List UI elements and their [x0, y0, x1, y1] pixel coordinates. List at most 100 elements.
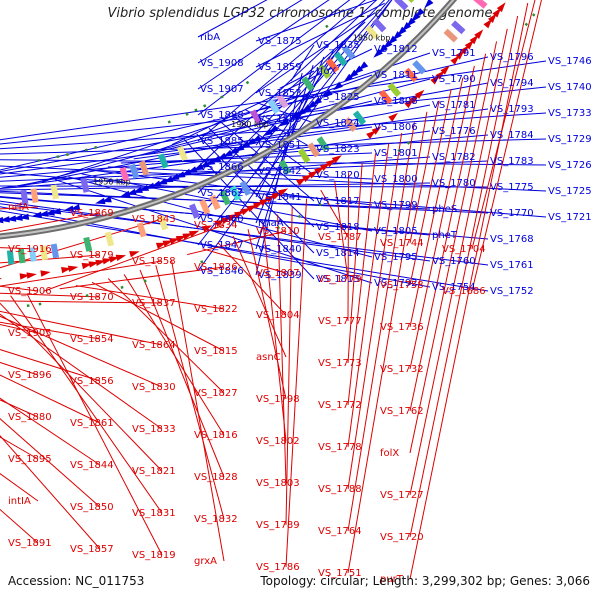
reverse-gene-arrow	[430, 75, 440, 85]
outer-cog-marker	[37, 158, 41, 162]
inner-cog-marker	[143, 279, 147, 283]
forward-gene-leader-line	[0, 112, 547, 150]
forward-gene-label: VS_1796	[490, 52, 534, 63]
reverse-cog-block	[378, 89, 393, 105]
forward-gene-label: VS_1795	[374, 252, 418, 263]
forward-gene-leader-line	[0, 60, 547, 141]
reverse-gene-leader-line	[285, 198, 308, 568]
inner-cog-marker	[26, 304, 30, 308]
accession-value: NC_011753	[75, 574, 145, 588]
reverse-gene-arrow	[296, 177, 307, 186]
reverse-gene-leader-line	[75, 285, 225, 310]
reverse-gene-arrow	[88, 261, 99, 268]
reverse-gene-label: VS_1844	[70, 460, 114, 471]
forward-cog-block	[325, 57, 340, 73]
reverse-gene-arrow	[201, 225, 213, 233]
forward-gene-leader-line	[0, 156, 431, 189]
reverse-gene-label: VS_1789	[256, 520, 300, 531]
forward-gene-leader-line	[255, 12, 376, 94]
inner-cog-marker	[120, 285, 124, 289]
reverse-cog-block	[472, 0, 488, 9]
forward-gene-label: VS_1812	[374, 44, 418, 55]
forward-gene-leader-line	[256, 102, 315, 124]
forward-gene-leader-line	[0, 56, 489, 171]
forward-gene-label: VS_1801	[374, 148, 418, 159]
reverse-gene-leader-line	[43, 224, 225, 292]
reverse-gene-leader-line	[409, 65, 475, 370]
reverse-gene-leader-line	[409, 15, 519, 538]
reverse-gene-label: VS_1819	[132, 550, 176, 561]
forward-cog-block	[372, 18, 387, 33]
reverse-gene-arrow	[19, 273, 30, 280]
forward-gene-label: VS_1733	[548, 108, 592, 119]
reverse-cog-block	[50, 243, 60, 259]
reverse-gene-arrow	[81, 262, 93, 270]
forward-gene-label: VS_1806	[374, 122, 418, 133]
forward-cog-block	[267, 98, 280, 114]
reverse-gene-leader-line	[347, 133, 403, 490]
reverse-gene-arrow	[314, 166, 325, 175]
forward-gene-label: VS_1866	[200, 162, 244, 173]
forward-gene-arrow	[333, 81, 343, 91]
reverse-gene-leader-line	[186, 230, 287, 256]
forward-cog-block	[301, 76, 315, 92]
reverse-gene-label: VS_1762	[380, 406, 424, 417]
reverse-gene-leader-line	[0, 397, 101, 466]
forward-gene-label: VS_1835	[316, 40, 360, 51]
forward-gene-arrow	[63, 205, 74, 212]
reverse-gene-label: asnC	[256, 352, 281, 363]
forward-cog-block	[176, 145, 188, 161]
reverse-cog-block	[343, 117, 358, 132]
outer-cog-marker	[325, 24, 329, 29]
forward-gene-label: VS_1721	[548, 212, 592, 223]
reverse-gene-arrow	[404, 99, 415, 109]
reverse-gene-leader-line	[107, 278, 225, 394]
reverse-gene-arrow	[182, 233, 193, 240]
backbone-highlight	[0, 0, 455, 238]
reverse-gene-leader-line	[139, 269, 225, 478]
reverse-gene-leader-line	[0, 313, 163, 430]
reverse-gene-label: VS_1777	[318, 316, 362, 327]
forward-gene-leader-line	[107, 166, 373, 180]
outer-cog-marker	[84, 148, 88, 152]
reverse-gene-leader-line	[171, 259, 225, 562]
inner-cog-marker	[524, 22, 529, 27]
reverse-gene-label: VS_1837	[132, 298, 176, 309]
reverse-gene-leader-line	[409, 89, 452, 286]
reverse-gene-leader-line	[347, 122, 415, 532]
forward-gene-label: VS_1775	[490, 182, 534, 193]
reverse-gene-leader-line	[247, 229, 287, 400]
reverse-gene-arrow	[115, 254, 127, 261]
accession-label: Accession:	[8, 574, 72, 588]
reverse-cog-block	[352, 110, 367, 126]
genome-summary: Topology: circular; Length: 3,299,302 bp…	[260, 574, 590, 588]
forward-gene-leader-line	[197, 0, 303, 64]
reverse-gene-leader-line	[0, 260, 163, 287]
reverse-gene-leader-line	[262, 221, 287, 442]
forward-gene-label: VS_1875	[258, 36, 302, 47]
reverse-gene-leader-line	[0, 321, 101, 340]
forward-gene-label: VS_1799	[374, 200, 418, 211]
length-value: 3,299,302 bp	[421, 574, 502, 588]
forward-gene-label: ribA	[200, 32, 220, 43]
forward-gene-leader-line	[0, 159, 547, 166]
reverse-gene-leader-line	[0, 417, 101, 508]
reverse-cog-block	[297, 148, 311, 164]
forward-gene-label: VS_1784	[490, 130, 534, 141]
reverse-gene-label: VS_1856	[70, 376, 114, 387]
reverse-gene-leader-line	[471, 0, 542, 292]
forward-gene-label: VS_1790	[432, 74, 476, 85]
reverse-cog-block	[239, 180, 252, 196]
reverse-cog-block	[28, 247, 37, 262]
outer-cog-marker	[65, 153, 69, 157]
forward-gene-label: VS_1853	[258, 88, 302, 99]
reverse-gene-label: VS_1905	[8, 328, 52, 339]
reverse-gene-arrow	[169, 238, 180, 245]
reverse-gene-arrow	[129, 251, 140, 258]
reverse-gene-leader-line	[334, 181, 349, 280]
forward-cog-block	[333, 51, 348, 67]
reverse-gene-leader-line	[0, 349, 101, 382]
reverse-gene-label: VS_1833	[132, 424, 176, 435]
forward-gene-label: VS_1842	[258, 166, 302, 177]
